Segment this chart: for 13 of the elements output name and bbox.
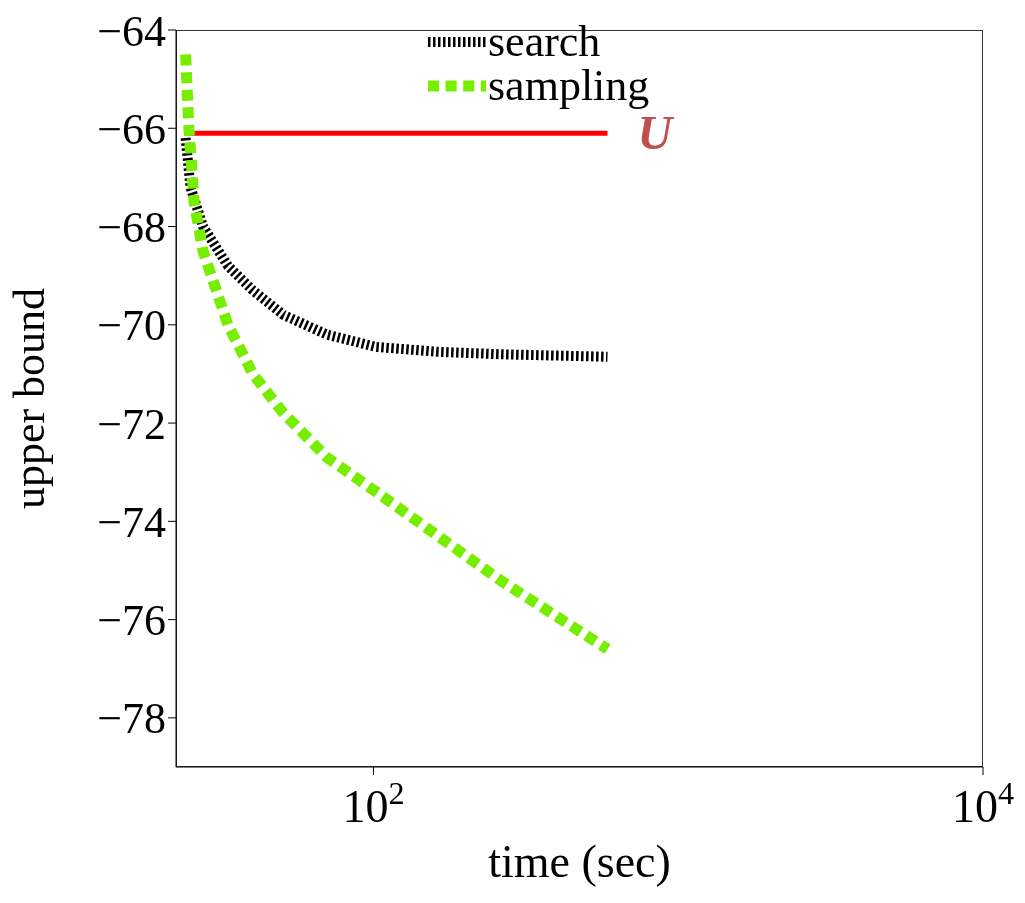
y-tick-label: −64 bbox=[97, 6, 166, 56]
y-tick-label: −76 bbox=[97, 596, 166, 646]
y-tick-label: −70 bbox=[97, 301, 166, 351]
legend-label: search bbox=[488, 17, 601, 66]
x-tick-label: 10$^{2}$ bbox=[342, 775, 405, 832]
y-tick-label: −66 bbox=[97, 104, 166, 154]
y-tick-label: −74 bbox=[97, 497, 166, 547]
x-axis-title: time (sec) bbox=[488, 836, 671, 887]
y-axis-title: upper bound bbox=[4, 287, 54, 510]
y-tick-label: −78 bbox=[97, 694, 166, 744]
y-tick-label: −72 bbox=[97, 399, 166, 449]
y-tick-label: −68 bbox=[97, 203, 166, 253]
x-tick-label: 10$^{4}$ bbox=[951, 775, 1015, 832]
